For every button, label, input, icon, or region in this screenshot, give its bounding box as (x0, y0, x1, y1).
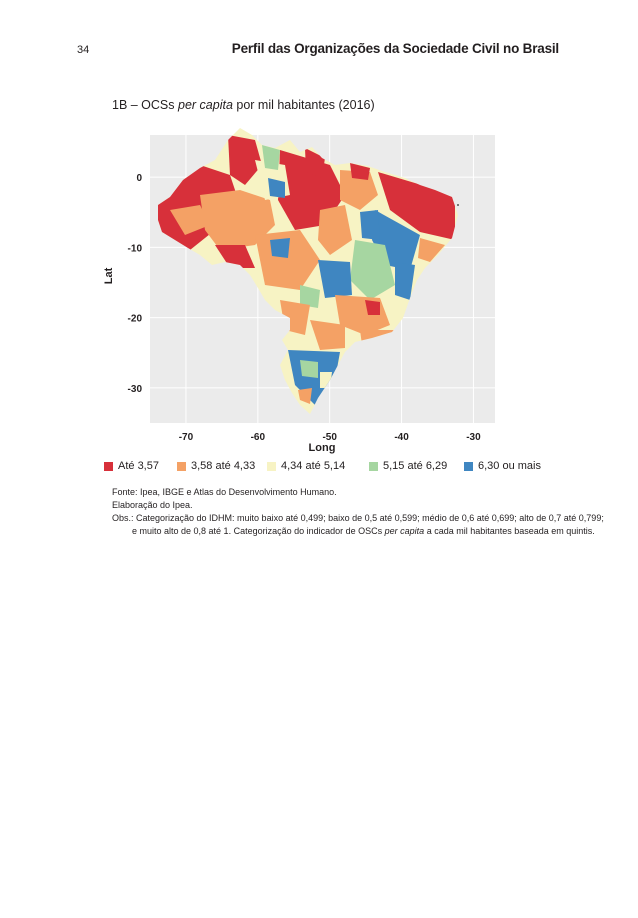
region-minas-red (365, 300, 380, 315)
x-axis-ticks: -70 -60 -50 -40 -30 (179, 432, 481, 443)
figure-title: 1B – OCSs per capita por mil habitantes … (112, 98, 375, 112)
y-tick-label: -30 (128, 384, 143, 395)
legend-label: Até 3,57 (118, 460, 159, 472)
x-tick-label: -50 (322, 432, 337, 443)
region-south-orange (298, 388, 312, 404)
obs-note-prefix: e muito alto de 0,8 até 1. Categorização… (132, 526, 385, 536)
elaboration-note: Elaboração do Ipea. (112, 500, 193, 510)
x-tick-label: -60 (251, 432, 266, 443)
legend-swatch (177, 461, 186, 471)
region-para-green (262, 145, 280, 170)
legend-swatch (369, 461, 378, 471)
figure-title-italic: per capita (178, 98, 233, 112)
page-number: 34 (77, 44, 90, 56)
choropleth-map: -70 -60 -50 -40 -30 0 -10 -20 -30 Long Lat (103, 128, 495, 454)
figure-title-suffix: por mil habitantes (2016) (232, 98, 375, 112)
region-bahia-blue (395, 262, 415, 300)
region-goias-green (300, 285, 320, 308)
source-note: Fonte: Ipea, IBGE e Atlas do Desenvolvim… (112, 487, 337, 497)
region-goias-blue (318, 260, 352, 298)
y-axis-label: Lat (103, 267, 115, 284)
region-tocantins-orange (318, 205, 352, 255)
legend-item: Até 3,57 (104, 460, 159, 472)
legend-swatch (267, 461, 276, 471)
obs-note-italic: per capita (384, 526, 425, 536)
obs-note-suffix: a cada mil habitantes baseada em quintis… (424, 526, 595, 536)
region-maranhao-red (350, 163, 370, 180)
figure-notes: Fonte: Ipea, IBGE e Atlas do Desenvolvim… (112, 486, 604, 538)
region-northeast-red (378, 172, 455, 240)
legend-swatch (104, 461, 113, 471)
y-tick-label: -10 (128, 243, 143, 254)
region-rondonia-red (215, 245, 255, 268)
legend-swatch (464, 461, 473, 471)
legend-label: 5,15 até 6,29 (383, 460, 448, 472)
legend-label: 3,58 até 4,33 (191, 460, 256, 472)
x-axis-label: Long (309, 442, 336, 454)
legend-item: 3,58 até 4,33 (177, 460, 255, 472)
legend-label: 6,30 ou mais (478, 460, 541, 472)
y-axis-ticks: 0 -10 -20 -30 (128, 173, 143, 395)
region-sao-paulo-orange (310, 320, 345, 350)
region-amazonas-orange-2 (170, 205, 210, 235)
region-para-blue (268, 178, 285, 198)
x-tick-label: -30 (466, 432, 481, 443)
legend-item: 6,30 ou mais (464, 460, 541, 472)
region-mato-grosso-blue (270, 238, 290, 258)
x-tick-label: -70 (179, 432, 194, 443)
obs-note-line2: e muito alto de 0,8 até 1. Categorização… (112, 525, 595, 538)
island-dot (457, 204, 459, 206)
region-south-green (300, 360, 318, 378)
y-tick-label: -20 (128, 314, 143, 325)
region-piaui-blue (360, 210, 380, 240)
region-roraima-red (228, 135, 262, 185)
obs-note-line1: Obs.: Categorização do IDHM: muito baixo… (112, 513, 604, 523)
figure-title-prefix: 1B – OCSs (112, 98, 178, 112)
x-tick-label: -40 (394, 432, 409, 443)
y-tick-label: 0 (136, 173, 142, 184)
running-header: Perfil das Organizações da Sociedade Civ… (231, 41, 559, 56)
legend-label: 4,34 até 5,14 (281, 460, 346, 472)
region-bahia-green (350, 240, 395, 300)
region-maranhao-orange (340, 170, 378, 210)
legend-item: 4,34 até 5,14 (267, 460, 345, 472)
legend-item: 5,15 até 6,29 (369, 460, 447, 472)
region-northeast-orange (418, 238, 445, 262)
